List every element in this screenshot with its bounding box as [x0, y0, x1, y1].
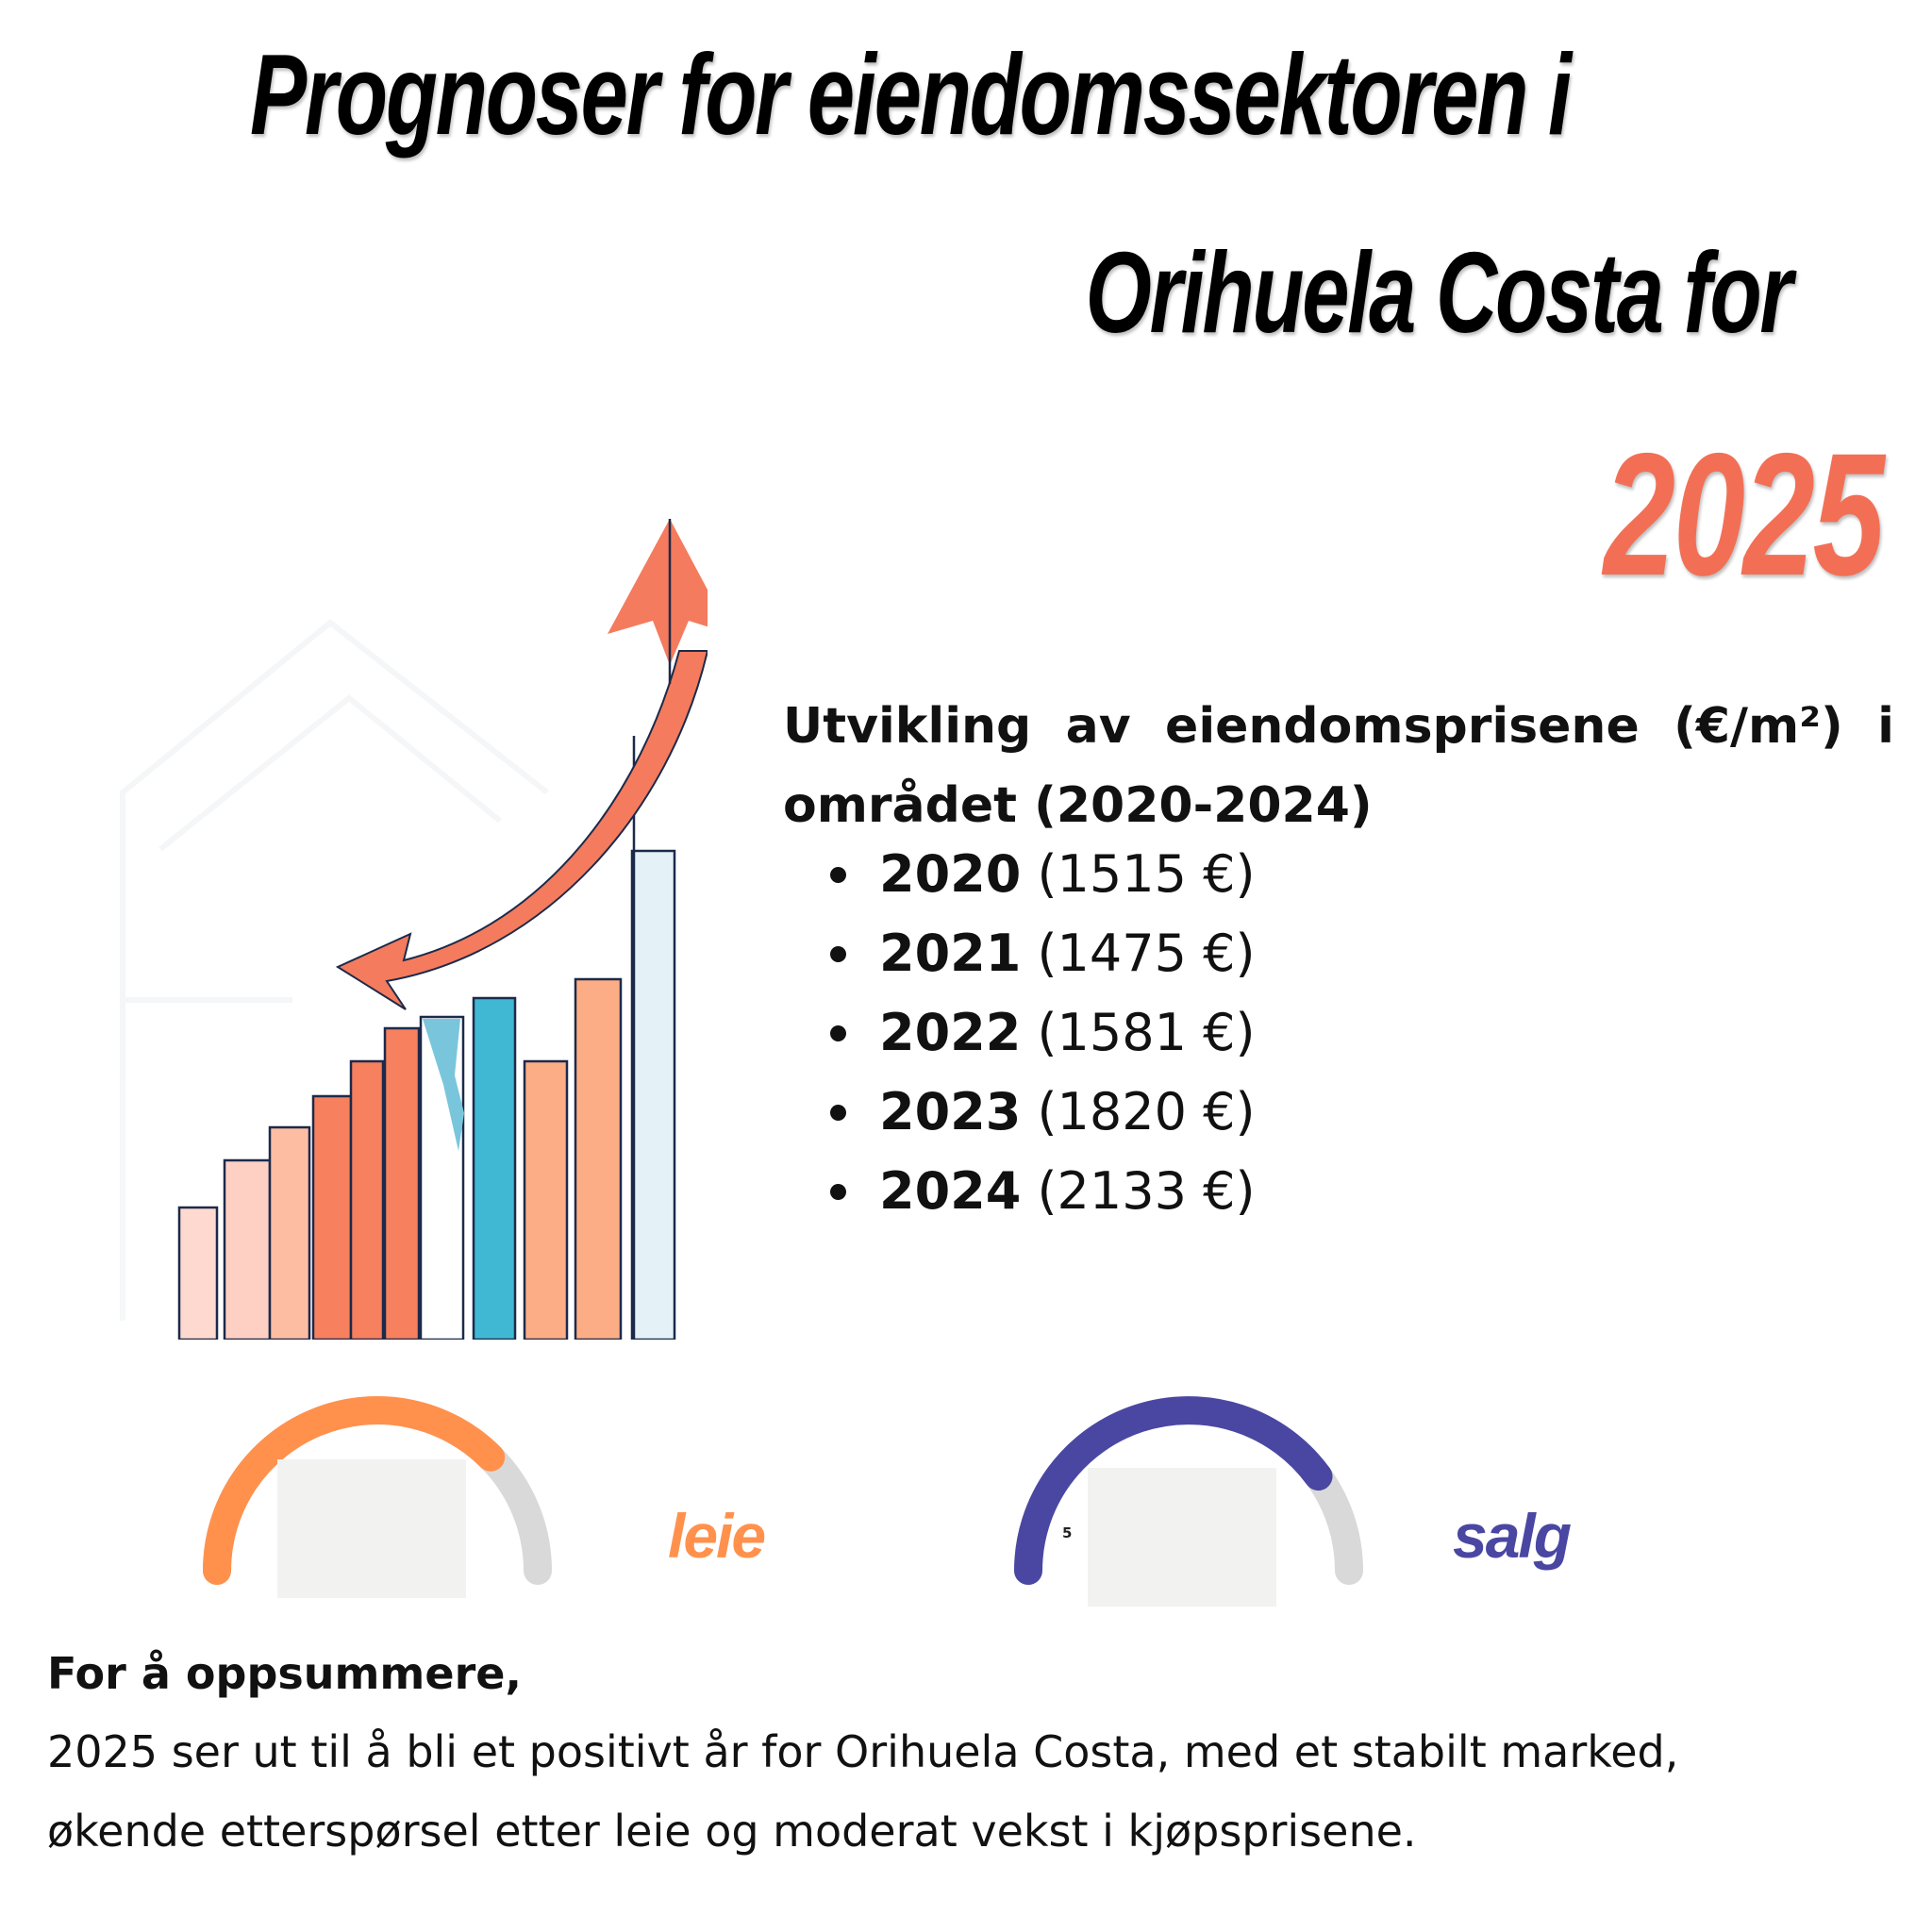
- title-line-2: Orihuela Costa for: [1085, 228, 1792, 357]
- sales-gauge-tick-label: 5: [1062, 1524, 1073, 1541]
- illustration-bar-4: [311, 1094, 353, 1340]
- list-item: 2022 (1581 €): [830, 993, 1256, 1073]
- stats-heading: Utvikling av eiendomsprisene (€/m²) i om…: [783, 698, 1894, 834]
- rising-bar-chart-illustration: [120, 519, 708, 1340]
- list-item: 2021 (1475 €): [830, 914, 1256, 993]
- sales-gauge-fill: [1014, 1396, 1333, 1585]
- curved-arrow-icon: [335, 650, 708, 1010]
- list-item-price: (2133 €): [1037, 1161, 1256, 1221]
- list-item-year: 2020: [879, 844, 1022, 904]
- illustration-bar-11: [630, 849, 676, 1340]
- list-item-year: 2023: [879, 1082, 1022, 1141]
- sales-gauge-value-box: [1088, 1468, 1276, 1607]
- illustration-bar-6: [383, 1026, 421, 1340]
- summary-body: 2025 ser ut til å bli et positivt år for…: [47, 1726, 1679, 1857]
- title-line-1: Prognoser for eiendomssektoren i: [250, 30, 1572, 158]
- rent-gauge-fill: [203, 1396, 506, 1585]
- list-item-year: 2024: [879, 1161, 1022, 1221]
- list-item: 2023 (1820 €): [830, 1073, 1256, 1152]
- illustration-bar-10: [574, 977, 623, 1340]
- illustration-bar-1: [177, 1206, 219, 1340]
- illustration-bar-2: [223, 1158, 272, 1340]
- illustration-bar-8: [472, 996, 517, 1340]
- summary-heading: For å oppsummere,: [47, 1648, 522, 1699]
- rent-gauge-value-box: [277, 1459, 466, 1598]
- faded-house-outline: [120, 619, 549, 1321]
- price-list: 2020 (1515 €) 2021 (1475 €) 2022 (1581 €…: [830, 835, 1256, 1231]
- list-item-year: 2022: [879, 1003, 1022, 1062]
- list-item-year: 2021: [879, 924, 1022, 983]
- up-arrow-icon: [608, 519, 708, 665]
- list-item-price: (1581 €): [1037, 1003, 1256, 1062]
- rent-gauge: [203, 1396, 552, 1585]
- title-year: 2025: [1604, 418, 1885, 612]
- list-item-price: (1820 €): [1037, 1082, 1256, 1141]
- illustration-bar-5: [349, 1059, 385, 1340]
- sales-gauge: [1014, 1396, 1363, 1585]
- list-item: 2020 (1515 €): [830, 835, 1256, 914]
- list-item: 2024 (2133 €): [830, 1152, 1256, 1231]
- illustration-paint-smear: [423, 1019, 464, 1151]
- illustration-bar-9: [523, 1059, 569, 1340]
- illustration-bars: [177, 849, 676, 1340]
- sales-label: salg: [1453, 1501, 1572, 1571]
- illustration-bar-3: [268, 1125, 311, 1340]
- rent-label: leie: [668, 1501, 766, 1571]
- list-item-price: (1515 €): [1037, 844, 1256, 904]
- list-item-price: (1475 €): [1037, 924, 1256, 983]
